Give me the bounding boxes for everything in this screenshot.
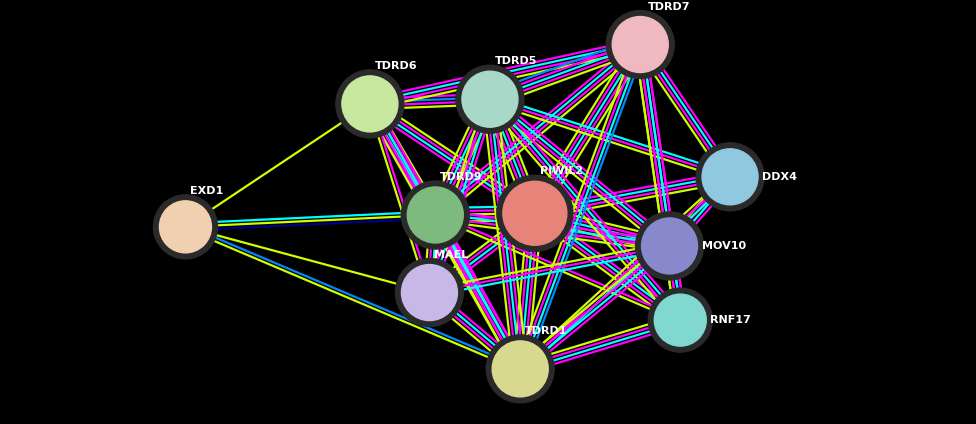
Circle shape [153, 195, 218, 259]
Text: RNF17: RNF17 [711, 315, 751, 325]
Circle shape [492, 341, 549, 397]
Circle shape [635, 212, 704, 280]
Circle shape [702, 149, 758, 205]
Circle shape [462, 71, 518, 127]
Circle shape [159, 201, 212, 253]
Text: EXD1: EXD1 [190, 186, 224, 196]
Text: MAEL: MAEL [434, 250, 468, 259]
Text: DDX4: DDX4 [762, 172, 797, 182]
Circle shape [503, 181, 567, 245]
Circle shape [497, 175, 573, 251]
Circle shape [606, 11, 674, 78]
Text: TDRD7: TDRD7 [648, 2, 691, 11]
Text: TDRD6: TDRD6 [375, 61, 418, 71]
Text: TDRD1: TDRD1 [525, 326, 568, 336]
Circle shape [401, 181, 469, 249]
Circle shape [648, 288, 712, 352]
Text: TDRD9: TDRD9 [440, 172, 483, 182]
Circle shape [342, 76, 398, 132]
Text: TDRD5: TDRD5 [495, 56, 538, 66]
Circle shape [401, 265, 458, 321]
Circle shape [654, 294, 707, 346]
Circle shape [395, 259, 464, 326]
Circle shape [456, 65, 524, 133]
Text: PIWIL2: PIWIL2 [540, 166, 583, 176]
Circle shape [486, 335, 554, 403]
Circle shape [336, 70, 404, 138]
Circle shape [696, 143, 764, 211]
Text: MOV10: MOV10 [702, 241, 746, 251]
Circle shape [612, 17, 669, 73]
Circle shape [641, 218, 698, 274]
Circle shape [407, 187, 464, 243]
